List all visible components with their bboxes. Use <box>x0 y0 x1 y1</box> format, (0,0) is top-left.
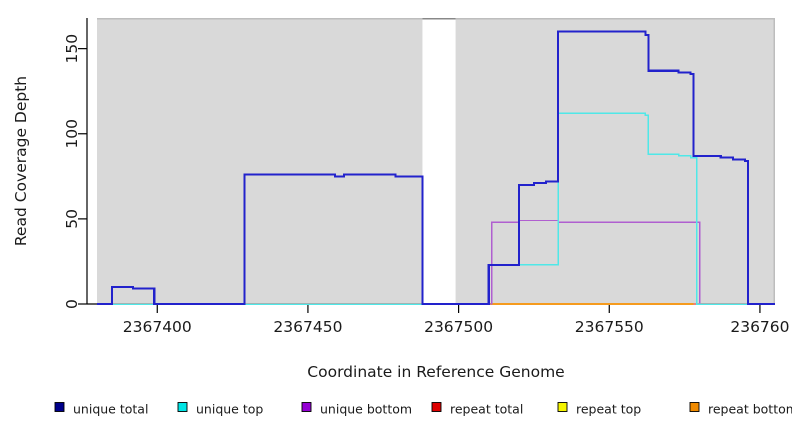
y-tick-label-100: 100 <box>63 119 81 149</box>
legend-label-unique-total: unique total <box>73 402 148 417</box>
x-axis-title: Coordinate in Reference Genome <box>307 363 564 381</box>
legend-label-repeat-bottom: repeat bottom <box>708 402 792 417</box>
x-tick-label-2367400: 2367400 <box>123 318 192 336</box>
legend-label-repeat-top: repeat top <box>576 402 641 417</box>
y-tick-label-0: 0 <box>63 299 81 309</box>
legend-swatch-unique-bottom <box>301 402 312 412</box>
x-tick-label-2367450: 2367450 <box>273 318 342 336</box>
gap-band-top-edge <box>422 18 456 20</box>
legend-swatch-repeat-bottom <box>689 402 700 412</box>
legend-swatch-unique-top <box>177 402 188 412</box>
legend-swatch-repeat-total <box>431 402 442 412</box>
x-tick-label-236760: 236760 <box>730 318 789 336</box>
x-tick-label-2367500: 2367500 <box>424 318 493 336</box>
panel-right-edge <box>773 18 775 304</box>
y-tick-label-150: 150 <box>63 34 81 64</box>
series-line-unique-total <box>97 30 775 306</box>
y-tick-label-50: 50 <box>63 209 81 229</box>
no-coverage-gap-band <box>422 18 456 304</box>
legend-swatch-unique-total <box>54 402 65 412</box>
legend-item-repeat-total[interactable]: repeat total <box>431 402 523 417</box>
series-line-unique-bottom <box>97 219 775 305</box>
series-line-unique-top <box>97 112 775 305</box>
legend-item-repeat-bottom[interactable]: repeat bottom <box>689 402 792 417</box>
legend-item-unique-total[interactable]: unique total <box>54 402 148 417</box>
legend-item-repeat-top[interactable]: repeat top <box>557 402 641 417</box>
legend-swatch-repeat-top <box>557 402 568 412</box>
legend-item-unique-top[interactable]: unique top <box>177 402 263 417</box>
x-tick-label-2367550: 2367550 <box>575 318 644 336</box>
legend-label-repeat-total: repeat total <box>450 402 523 417</box>
legend-item-unique-bottom[interactable]: unique bottom <box>301 402 412 417</box>
legend-label-unique-bottom: unique bottom <box>320 402 412 417</box>
series-layer <box>97 30 775 306</box>
y-axis-title: Read Coverage Depth <box>12 76 30 246</box>
legend-label-unique-top: unique top <box>196 402 263 417</box>
